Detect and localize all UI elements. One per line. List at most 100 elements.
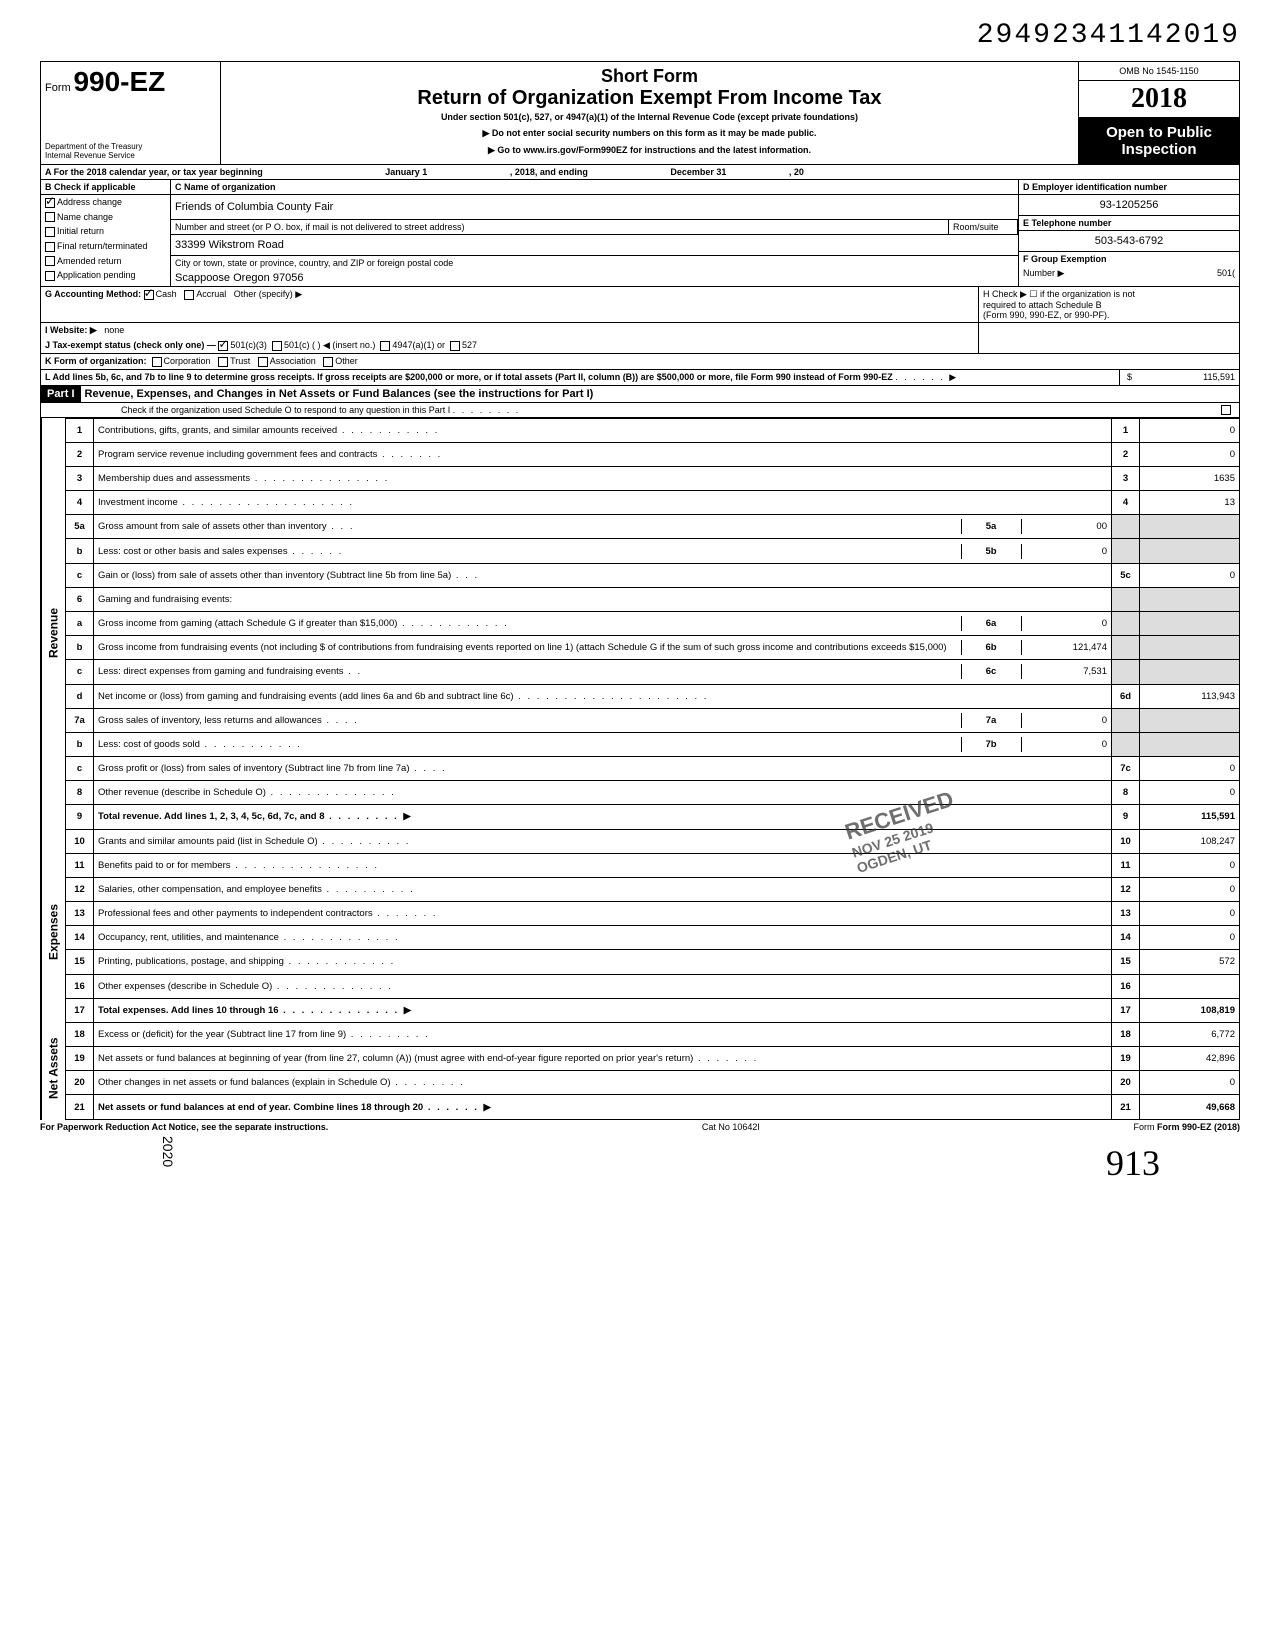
- line-a: A For the 2018 calendar year, or tax yea…: [40, 165, 1240, 180]
- check-initial[interactable]: [45, 227, 55, 237]
- phone: 503-543-6792: [1019, 231, 1239, 252]
- line-j: J Tax-exempt status (check only one) — 5…: [40, 338, 1240, 354]
- check-501c[interactable]: [272, 341, 282, 351]
- k-assoc: Association: [270, 356, 316, 366]
- check-schedule-o[interactable]: [1221, 405, 1231, 415]
- website: none: [104, 325, 124, 335]
- open-to-public: Open to Public Inspection: [1079, 118, 1239, 164]
- check-name-change[interactable]: [45, 212, 55, 222]
- form-label: Form: [45, 82, 71, 94]
- check-cash[interactable]: [144, 290, 154, 300]
- g-label: G Accounting Method:: [45, 289, 141, 299]
- f-label: F Group Exemption: [1019, 252, 1239, 266]
- footer: For Paperwork Reduction Act Notice, see …: [40, 1120, 1240, 1132]
- check-amended[interactable]: [45, 256, 55, 266]
- omb-number: OMB No 1545-1150: [1079, 62, 1239, 81]
- k-label: K Form of organization:: [45, 356, 147, 366]
- line-i: I Website: ▶ none: [40, 323, 1240, 338]
- g-other: Other (specify) ▶: [234, 289, 302, 299]
- line-a-end2: , 20: [789, 167, 804, 177]
- footer-mid: Cat No 10642I: [702, 1122, 760, 1132]
- part1-check: Check if the organization used Schedule …: [40, 403, 1240, 418]
- street: 33399 Wikstrom Road: [171, 235, 1018, 256]
- line-a-mid: , 2018, and ending: [510, 167, 588, 177]
- footer-left: For Paperwork Reduction Act Notice, see …: [40, 1122, 328, 1132]
- return-title: Return of Organization Exempt From Incom…: [229, 87, 1070, 110]
- j-opt1: 501(c)(3): [230, 340, 267, 350]
- h-label2: required to attach Schedule B: [983, 300, 1235, 310]
- org-info-block: B Check if applicable Address change Nam…: [40, 180, 1240, 287]
- ssn-warning: ▶ Do not enter social security numbers o…: [229, 128, 1070, 139]
- dept-treasury: Department of the Treasury: [45, 142, 216, 151]
- line-l: L Add lines 5b, 6c, and 7b to line 9 to …: [40, 370, 1240, 386]
- check-501c3[interactable]: [218, 341, 228, 351]
- footer-right: Form Form 990-EZ (2018): [1133, 1122, 1240, 1132]
- check-527[interactable]: [450, 341, 460, 351]
- year-2020: 2020: [160, 1136, 176, 1184]
- g-cash: Cash: [156, 289, 177, 299]
- part1-title: Revenue, Expenses, and Changes in Net As…: [81, 386, 1239, 402]
- ein: 93-1205256: [1019, 195, 1239, 216]
- org-name: Friends of Columbia County Fair: [171, 195, 1018, 220]
- section-def: D Employer identification number 93-1205…: [1019, 180, 1239, 286]
- l-amount: 115,591: [1139, 370, 1239, 385]
- b-item-3: Final return/terminated: [57, 241, 148, 251]
- side-netassets: Net Assets: [41, 1016, 65, 1120]
- c-label: C Name of organization: [171, 180, 1018, 195]
- check-accrual[interactable]: [184, 290, 194, 300]
- check-other-org[interactable]: [323, 357, 333, 367]
- line-a-end: December 31: [670, 167, 726, 177]
- b-header: B Check if applicable: [41, 180, 170, 195]
- g-accrual: Accrual: [196, 289, 226, 299]
- e-label: E Telephone number: [1019, 216, 1239, 231]
- lines-table: 1Contributions, gifts, grants, and simil…: [65, 418, 1240, 1120]
- short-form-title: Short Form: [229, 66, 1070, 87]
- f-value: 501(: [1217, 268, 1235, 278]
- j-opt3: 4947(a)(1) or: [392, 340, 445, 350]
- line-a-begin: January 1: [385, 167, 427, 177]
- check-address-change[interactable]: [45, 198, 55, 208]
- k-trust: Trust: [230, 356, 250, 366]
- b-item-5: Application pending: [57, 270, 136, 280]
- b-item-0: Address change: [57, 197, 122, 207]
- part1-header: Part I: [41, 386, 81, 402]
- form-number: 990-EZ: [73, 66, 165, 97]
- line-g-h: G Accounting Method: Cash Accrual Other …: [40, 287, 1240, 323]
- line-k: K Form of organization: Corporation Trus…: [40, 354, 1240, 370]
- signature: 913: [176, 1142, 1160, 1184]
- b-item-4: Amended return: [57, 256, 122, 266]
- j-opt2b: ) ◀ (insert no.): [317, 340, 375, 350]
- street-label: Number and street (or P O. box, if mail …: [171, 220, 948, 234]
- subtitle: Under section 501(c), 527, or 4947(a)(1)…: [229, 112, 1070, 122]
- b-item-2: Initial return: [57, 226, 104, 236]
- check-trust[interactable]: [218, 357, 228, 367]
- tax-year: 2018: [1079, 81, 1239, 118]
- j-opt4: 527: [462, 340, 477, 350]
- section-c: C Name of organization Friends of Columb…: [171, 180, 1019, 286]
- b-item-1: Name change: [57, 212, 113, 222]
- j-opt2: 501(c) (: [284, 340, 315, 350]
- side-expenses: Expenses: [41, 848, 65, 1016]
- check-pending[interactable]: [45, 271, 55, 281]
- k-other: Other: [335, 356, 358, 366]
- document-number: 29492341142019: [40, 20, 1240, 51]
- h-label: H Check ▶ ☐ if the organization is not: [983, 289, 1235, 300]
- k-corp: Corporation: [164, 356, 211, 366]
- part1-check-text: Check if the organization used Schedule …: [121, 405, 450, 415]
- h-label3: (Form 990, 990-EZ, or 990-PF).: [983, 310, 1235, 320]
- j-label: J Tax-exempt status (check only one) —: [45, 340, 216, 350]
- city: Scappoose Oregon 97056: [171, 270, 1018, 286]
- dept-irs: Internal Revenue Service: [45, 151, 216, 160]
- check-final[interactable]: [45, 242, 55, 252]
- section-b: B Check if applicable Address change Nam…: [41, 180, 171, 286]
- city-label: City or town, state or province, country…: [171, 256, 1018, 270]
- check-4947[interactable]: [380, 341, 390, 351]
- d-label: D Employer identification number: [1019, 180, 1239, 195]
- goto-url: ▶ Go to www.irs.gov/Form990EZ for instru…: [229, 145, 1070, 156]
- line-a-label: A For the 2018 calendar year, or tax yea…: [45, 167, 263, 177]
- f-label2: Number ▶: [1023, 268, 1064, 278]
- check-assoc[interactable]: [258, 357, 268, 367]
- side-revenue: Revenue: [41, 418, 65, 848]
- form-header: Form 990-EZ Department of the Treasury I…: [40, 61, 1240, 165]
- check-corp[interactable]: [152, 357, 162, 367]
